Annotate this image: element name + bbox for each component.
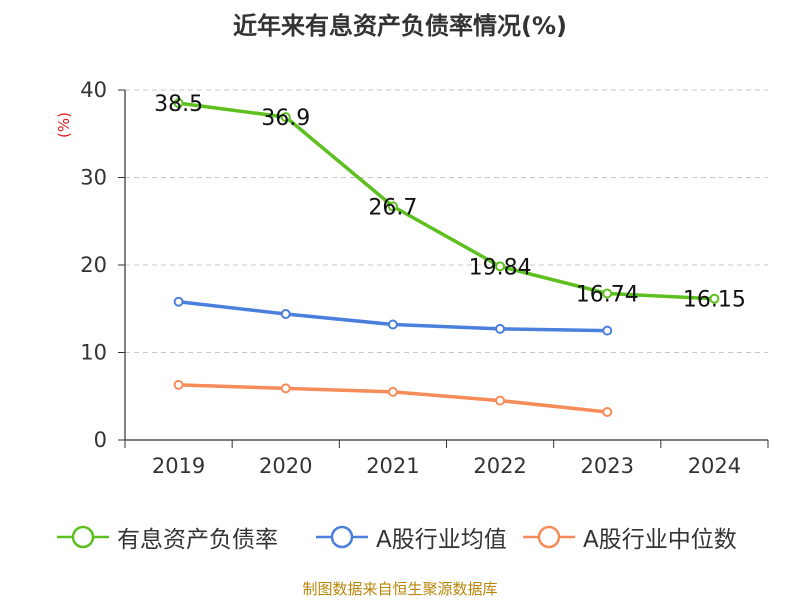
data-label-2024: 16.15: [683, 288, 746, 313]
data-point-0-2020: [280, 112, 291, 123]
x-tick-label-2024: 2024: [688, 454, 741, 478]
legend-label: A股行业均值: [376, 527, 507, 553]
legend-marker-icon: [57, 525, 109, 549]
y-tick-label: 30: [80, 166, 107, 190]
legend-label: A股行业中位数: [583, 527, 737, 553]
chart-title: 近年来有息资产负债率情况(%): [233, 12, 567, 40]
data-label-2022: 19.84: [469, 255, 532, 280]
data-point-2-2023: [602, 407, 613, 417]
data-point-1-2019: [173, 296, 184, 307]
data-point-2-2019: [173, 379, 184, 390]
series-line-0: [176, 101, 717, 301]
data-point-1-2020: [280, 309, 291, 319]
x-tick-label-2019: 2019: [152, 454, 205, 478]
x-tick-label-2021: 2021: [366, 454, 419, 478]
legend-label: 有息资产负债率: [117, 527, 278, 553]
data-label-2023: 16.74: [576, 283, 639, 308]
x-tick-label-2023: 2023: [581, 454, 634, 478]
data-label-2021: 26.7: [368, 195, 417, 220]
data-source-footer: 制图数据来自恒生聚源数据库: [302, 580, 498, 598]
data-point-0-2022: [495, 261, 506, 272]
data-point-0-2023: [602, 288, 613, 299]
chart-legend: 有息资产负债率 A股行业均值 A股行业中位数: [0, 519, 800, 555]
y-tick-label: 0: [94, 428, 107, 452]
data-point-2-2021: [387, 386, 398, 397]
legend-item-1[interactable]: A股行业均值: [316, 519, 507, 555]
y-axis-label: (%): [55, 112, 73, 138]
legend-item-2[interactable]: A股行业中位数: [523, 519, 737, 555]
y-tick-label: 20: [80, 253, 107, 277]
data-point-1-2023: [602, 325, 613, 336]
data-point-0-2021: [387, 201, 398, 212]
legend-marker-icon: [316, 525, 368, 549]
legend-item-0[interactable]: 有息资产负债率: [57, 519, 278, 555]
data-point-1-2021: [387, 319, 398, 330]
y-tick-label: 40: [80, 78, 107, 102]
data-point-1-2022: [495, 323, 506, 334]
data-point-2-2022: [495, 395, 506, 406]
data-label-2020: 36.9: [261, 106, 310, 131]
y-tick-label: 10: [80, 341, 107, 365]
data-label-2019: 38.5: [154, 92, 203, 117]
x-tick-label-2020: 2020: [259, 454, 312, 478]
data-point-0-2019: [173, 98, 184, 109]
x-tick-label-2022: 2022: [473, 454, 526, 478]
data-point-2-2020: [280, 383, 291, 394]
data-point-0-2024: [709, 293, 720, 304]
legend-marker-icon: [523, 525, 575, 549]
